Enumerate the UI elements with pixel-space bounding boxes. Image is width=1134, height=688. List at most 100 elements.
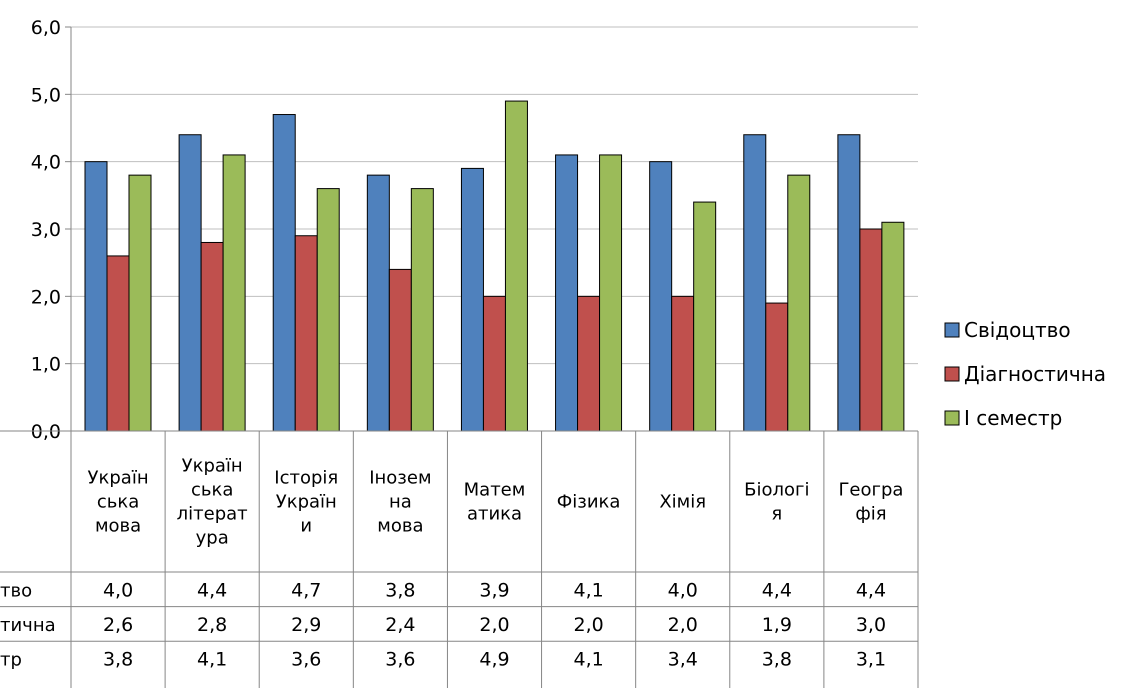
category-label-1: Україн ська мова (88, 468, 149, 537)
y-tick-label: 0,0 (31, 421, 61, 443)
data-table: Україн ська мова Україн ська літерат ура Історі… (0, 430, 919, 688)
category-label-2: Україн ська літерат ура (177, 456, 248, 549)
category-label-9: Геогра фія (838, 480, 903, 525)
bar-3-9 (881, 221, 905, 432)
legend-label: І семестр (964, 406, 1062, 430)
table-cell-3-6: 4,1 (574, 649, 604, 671)
category-label-line: Геогра (838, 480, 903, 501)
legend-label: Діагностична (964, 362, 1106, 386)
legend-swatch (944, 322, 960, 338)
y-tick-label: 2,0 (31, 286, 61, 308)
table-row-label-1: тво (0, 580, 32, 601)
y-tick-label: 6,0 (31, 17, 61, 39)
category-label-line: и (300, 516, 312, 537)
category-label-8: Біологі я (744, 480, 809, 525)
table-cell-1-9: 4,4 (856, 579, 886, 601)
bar-1-9 (837, 134, 861, 432)
category-label-line: Фізика (557, 492, 621, 513)
legend-label: Свідоцтво (964, 318, 1071, 342)
category-label-line: ська (97, 492, 139, 513)
legend-item-1: Свідоцтво (944, 318, 1071, 342)
bar-2-7 (671, 295, 695, 432)
bar-2-3 (294, 235, 318, 432)
category-label-line: Україн (88, 468, 149, 489)
bar-3-4 (410, 188, 434, 432)
table-cell-3-7: 3,4 (668, 649, 698, 671)
table-cell-2-5: 2,0 (479, 614, 509, 636)
legend-swatch (944, 366, 960, 382)
category-label-line: Інозем (369, 468, 431, 489)
bar-2-5 (482, 295, 506, 432)
category-label-line: Україн (276, 492, 337, 513)
bar-1-8 (743, 134, 767, 432)
bar-3-8 (787, 174, 811, 432)
category-label-line: літерат (177, 504, 248, 525)
table-cell-2-8: 1,9 (762, 614, 792, 636)
category-label-line: фія (855, 504, 886, 525)
category-label-line: Україн (182, 456, 243, 477)
category-label-line: мова (377, 516, 423, 537)
legend-item-3: І семестр (944, 406, 1062, 430)
table-cell-3-1: 3,8 (103, 649, 133, 671)
legend: Свідоцтво Діагностична І семестр (944, 318, 1106, 430)
bar-2-9 (859, 228, 883, 432)
bar-3-5 (504, 100, 528, 432)
table-row-label-2: тична (0, 615, 56, 636)
bar-3-7 (693, 201, 717, 432)
category-label-line: атика (467, 504, 522, 525)
category-label-4: Інозем на мова (369, 468, 431, 537)
category-label-5: Матем атика (464, 480, 526, 525)
bar-1-5 (460, 167, 484, 432)
table-cell-3-8: 3,8 (762, 649, 792, 671)
bar-1-6 (555, 154, 579, 432)
category-label-line: мова (95, 516, 141, 537)
y-tick-label: 1,0 (31, 354, 61, 376)
bar-1-1 (84, 161, 108, 432)
table-cell-2-2: 2,8 (197, 614, 227, 636)
table-cell-1-4: 3,8 (385, 579, 415, 601)
table-row-label-3: тр (0, 650, 22, 671)
category-label-line: Хімія (659, 492, 706, 513)
table-cell-3-4: 3,6 (385, 649, 415, 671)
table-cell-1-8: 4,4 (762, 579, 792, 601)
table-cell-1-5: 3,9 (479, 579, 509, 601)
table-cell-3-9: 3,1 (856, 649, 886, 671)
category-label-line: на (389, 492, 412, 513)
table-cell-1-2: 4,4 (197, 579, 227, 601)
table-cell-3-3: 3,6 (291, 649, 321, 671)
table-cell-2-1: 2,6 (103, 614, 133, 636)
category-label-line: я (771, 504, 782, 525)
bar-2-2 (200, 241, 224, 432)
bar-1-3 (272, 114, 296, 432)
category-label-7: Хімія (659, 492, 706, 513)
table-cell-1-1: 4,0 (103, 579, 133, 601)
y-tick-label: 3,0 (31, 219, 61, 241)
bar-3-2 (222, 154, 246, 432)
category-label-line: ська (191, 480, 233, 501)
y-axis: 0,0 1,0 2,0 3,0 4,0 5,0 6,0 (31, 17, 72, 443)
y-tick-label: 4,0 (31, 152, 61, 174)
bar-1-4 (366, 174, 390, 432)
legend-swatch (944, 410, 960, 426)
category-label-line: Історія (274, 468, 338, 489)
table-cell-2-9: 3,0 (856, 614, 886, 636)
category-label-6: Фізика (557, 492, 621, 513)
bars (84, 100, 905, 432)
table-cell-1-3: 4,7 (291, 579, 321, 601)
table-cell-2-3: 2,9 (291, 614, 321, 636)
category-label-3: Історія Україн и (274, 468, 338, 537)
bar-2-8 (765, 302, 789, 432)
legend-item-2: Діагностична (944, 362, 1106, 386)
table-cell-3-2: 4,1 (197, 649, 227, 671)
bar-1-7 (649, 161, 673, 432)
table-cell-1-7: 4,0 (668, 579, 698, 601)
table-cell-1-6: 4,1 (574, 579, 604, 601)
table-cell-2-4: 2,4 (385, 614, 415, 636)
bar-2-1 (106, 255, 130, 432)
table-cell-2-7: 2,0 (668, 614, 698, 636)
category-label-line: Матем (464, 480, 526, 501)
bar-3-3 (316, 188, 340, 432)
bar-1-2 (178, 134, 202, 432)
category-label-line: Біологі (744, 480, 809, 501)
